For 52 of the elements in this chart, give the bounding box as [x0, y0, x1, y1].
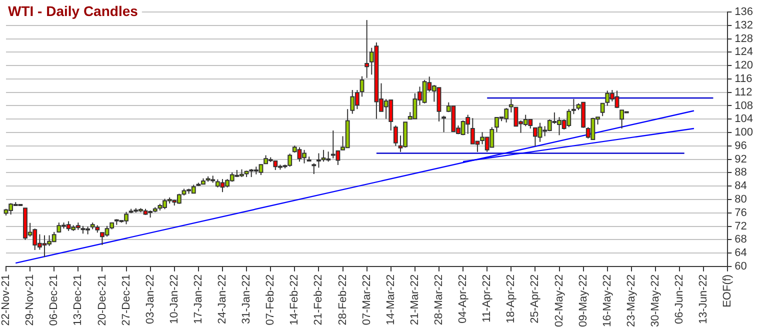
x-tick-label: 21-Mar-22: [408, 274, 421, 326]
x-tick-label: 13-Dec-21: [72, 274, 84, 326]
y-tick-label: 128: [734, 32, 754, 45]
x-tick-label: 22-Nov-21: [0, 274, 12, 326]
x-tick-label: 14-Feb-22: [288, 274, 301, 326]
y-tick-label: 96: [734, 140, 747, 152]
y-tick-label: 100: [734, 126, 754, 139]
x-tick-label: 06-Dec-21: [48, 274, 60, 326]
x-tick-label: 11-Apr-22: [481, 274, 494, 323]
x-tick-label: 27-Dec-21: [120, 274, 132, 326]
x-tick-label: 17-Jan-22: [192, 274, 204, 324]
y-tick-label: 84: [734, 180, 747, 192]
x-tick-label: 18-Apr-22: [505, 274, 518, 324]
x-tick-label: 14-Mar-22: [384, 274, 397, 326]
x-tick-label: 13-Jun-22: [698, 274, 710, 324]
y-tick-label: 60: [734, 260, 747, 272]
x-tick-label: 28-Mar-22: [433, 274, 446, 326]
x-tick-label: 23-May-22: [625, 274, 638, 327]
y-tick-label: 72: [734, 220, 747, 232]
y-tick-label: 112: [734, 86, 752, 98]
y-tick-label: 92: [734, 153, 747, 166]
chart-title: WTI - Daily Candles: [8, 2, 138, 19]
x-tick-label: 02-May-22: [553, 274, 566, 327]
x-tick-label: 03-Jan-22: [144, 274, 156, 324]
x-tick-label: 20-Dec-21: [96, 274, 108, 326]
x-tick-label: 24-Jan-22: [216, 274, 229, 324]
y-tick-label: 108: [734, 100, 754, 112]
y-tick-label: 80: [734, 194, 747, 206]
x-tick-label: 07-Mar-22: [360, 274, 373, 326]
y-tick-label: 104: [734, 113, 754, 126]
x-tick-label: 21-Feb-22: [312, 274, 325, 326]
y-tick-label: 76: [734, 206, 747, 219]
x-tick-label: 28-Feb-22: [336, 274, 349, 326]
x-tick-label: 09-May-22: [577, 274, 590, 327]
x-tick-label: 04-Apr-22: [457, 274, 470, 324]
y-tick-label: 132: [734, 19, 754, 32]
x-tick-label: 06-Jun-22: [674, 274, 686, 324]
y-tick-label: 64: [734, 247, 747, 260]
y-tick-label: 88: [734, 166, 747, 179]
x-tick-label: EOF(f): [722, 274, 734, 308]
y-tick-label: 124: [734, 46, 754, 58]
y-tick-label: 116: [734, 72, 752, 85]
x-tick-label: 07-Feb-22: [264, 274, 277, 326]
x-tick-label: 31-Jan-22: [240, 274, 253, 324]
y-tick-label: 120: [734, 60, 754, 72]
x-tick-label: 25-Apr-22: [529, 274, 542, 324]
x-tick-label: 30-May-22: [650, 274, 662, 327]
y-tick-label: 68: [734, 234, 747, 246]
y-tick-label: 136: [734, 6, 754, 18]
x-tick-label: 10-Jan-22: [168, 274, 180, 324]
x-tick-label: 29-Nov-21: [24, 274, 36, 326]
x-tick-label: 16-May-22: [601, 274, 614, 327]
